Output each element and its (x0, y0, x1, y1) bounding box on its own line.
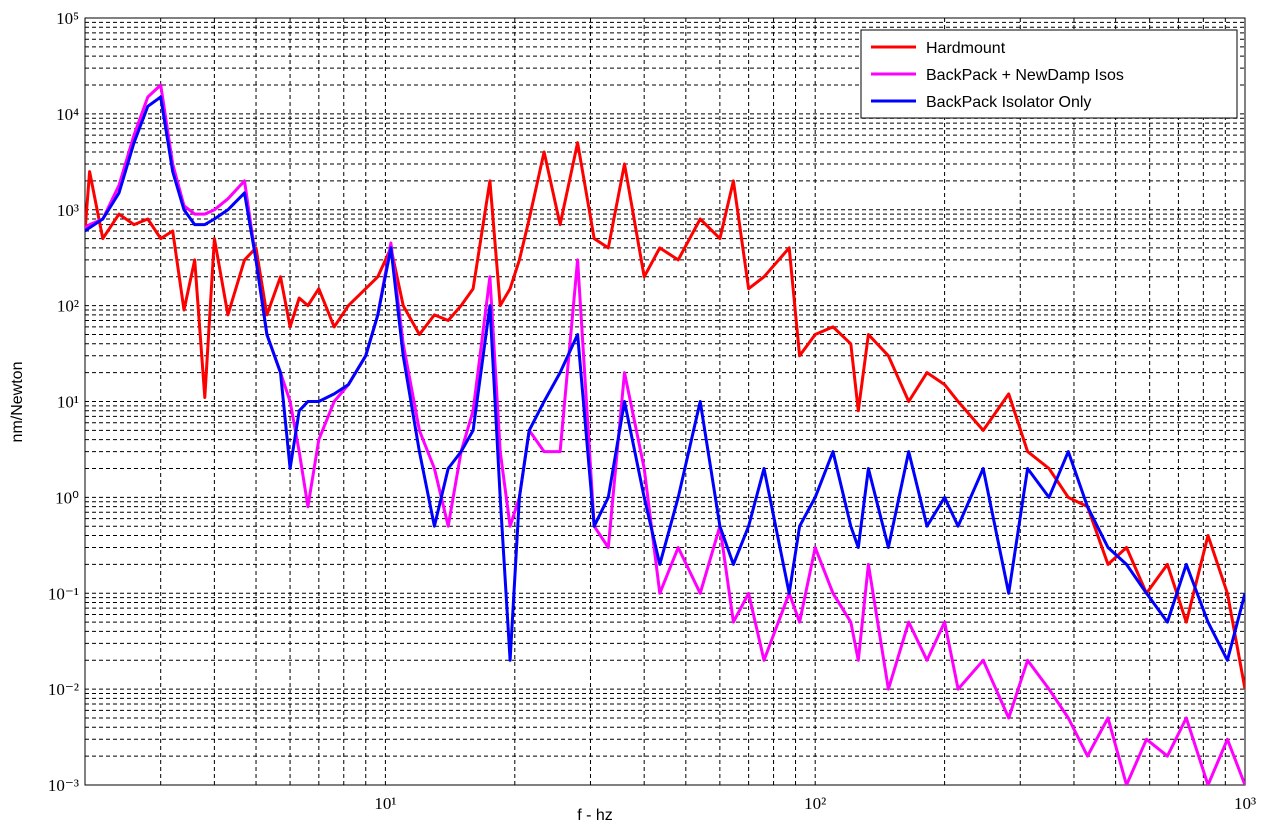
legend-box (860, 29, 1238, 119)
series-line (85, 95, 1245, 662)
series-line (85, 141, 1245, 690)
x-tick-label: 10² (804, 794, 826, 813)
x-axis-label: f - hz (577, 807, 613, 824)
legend-label: Hardmount (926, 40, 1006, 57)
y-tick-label: 10¹ (57, 393, 79, 412)
y-tick-label: 10⁻¹ (48, 584, 79, 603)
y-tick-label: 10⁰ (55, 488, 79, 507)
y-tick-label: 10⁵ (56, 9, 79, 28)
y-tick-label: 10⁻³ (48, 776, 79, 795)
legend-label: BackPack + NewDamp Isos (926, 67, 1124, 84)
plot-frame (84, 17, 1246, 786)
x-tick-label: 10³ (1234, 794, 1256, 813)
y-tick-label: 10² (57, 297, 79, 316)
y-axis-label: nm/Newton (9, 362, 26, 443)
x-tick-label: 10¹ (374, 794, 396, 813)
y-tick-label: 10³ (57, 201, 79, 220)
series-line (85, 83, 1245, 785)
y-tick-label: 10⁴ (56, 105, 79, 124)
y-tick-label: 10⁻² (48, 680, 79, 699)
legend-label: BackPack Isolator Only (926, 94, 1091, 111)
